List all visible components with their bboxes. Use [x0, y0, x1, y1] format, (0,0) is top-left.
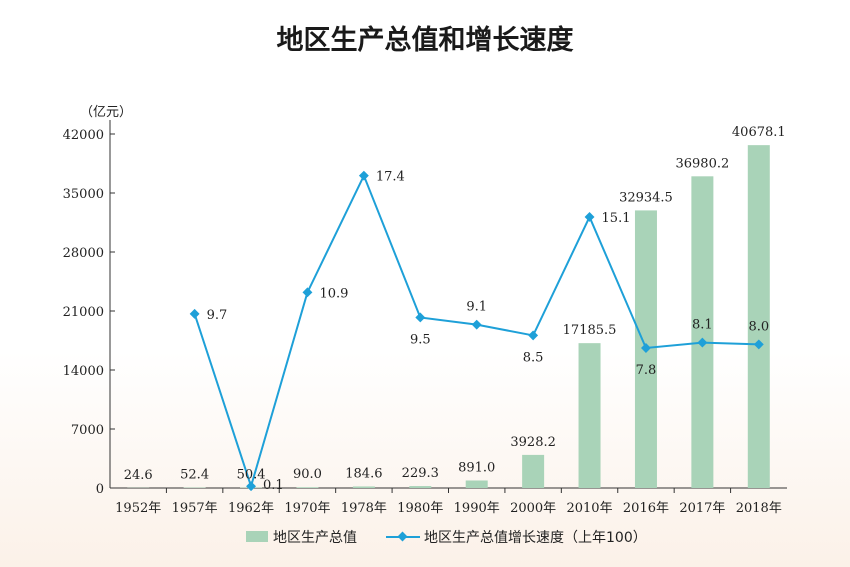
bar-value-label: 90.0 [293, 467, 322, 482]
legend-bar-label: 地区生产总值 [273, 530, 357, 546]
growth-value-label: 17.4 [376, 170, 405, 185]
legend: 地区生产总值 地区生产总值增长速度（上年100） [246, 530, 647, 546]
x-tick-label: 1952年 [115, 501, 161, 516]
growth-value-label: 9.7 [207, 308, 228, 323]
y-tick-label: 14000 [63, 364, 104, 379]
bar [522, 454, 545, 488]
bar-value-label: 32934.5 [619, 190, 673, 205]
bar-value-label: 24.6 [124, 468, 153, 483]
growth-point [697, 337, 708, 348]
growth-value-label: 7.8 [636, 363, 657, 378]
bar-value-label: 40678.1 [732, 125, 786, 140]
x-tick-label: 2018年 [736, 501, 782, 516]
x-tick-label: 2000年 [510, 501, 556, 516]
x-tick-label: 1990年 [454, 501, 500, 516]
bar [691, 176, 714, 488]
bar-value-label: 52.4 [180, 468, 209, 483]
y-tick-label: 21000 [63, 305, 104, 320]
growth-value-label: 9.5 [410, 332, 431, 347]
legend-line-label: 地区生产总值增长速度（上年100） [424, 530, 647, 546]
growth-point [753, 339, 764, 350]
growth-point [189, 308, 200, 319]
x-tick-label: 2010年 [566, 501, 612, 516]
bar [409, 486, 432, 488]
x-tick-label: 1962年 [228, 501, 274, 516]
bar-value-label: 3928.2 [510, 435, 556, 450]
growth-value-label: 15.1 [602, 211, 631, 226]
x-tick-label: 1978年 [341, 501, 387, 516]
growth-value-label: 9.1 [466, 300, 487, 315]
growth-point [246, 481, 256, 492]
bar-value-label: 184.6 [345, 466, 382, 481]
growth-point [528, 330, 539, 341]
bar [578, 343, 601, 488]
growth-value-label: 10.9 [319, 286, 348, 301]
growth-value-label: 8.5 [523, 350, 544, 365]
y-tick-label: 7000 [71, 423, 104, 438]
growth-value-label: 8.0 [748, 319, 769, 334]
growth-point [584, 212, 595, 222]
growth-point [358, 170, 369, 181]
legend-bar-swatch [246, 531, 268, 542]
bar-value-label: 229.3 [402, 466, 439, 481]
y-tick-label: 42000 [63, 128, 104, 143]
y-tick-label: 0 [96, 482, 104, 497]
x-tick-label: 1980年 [397, 501, 443, 516]
bar [352, 486, 375, 488]
growth-value-label: 8.1 [692, 318, 713, 333]
y-axis-unit: （亿元） [80, 105, 132, 120]
legend-line-marker [397, 531, 408, 542]
x-tick-label: 2017年 [679, 501, 725, 516]
growth-point [302, 287, 313, 298]
bar-value-label: 50.4 [237, 468, 266, 483]
growth-point [641, 343, 651, 353]
bar-value-label: 891.0 [458, 460, 495, 475]
axes: 0 7000 14000 21000 28000 35000 42000 1952年 1957年… [63, 120, 787, 516]
y-tick-label: 35000 [63, 187, 104, 202]
y-tick-label: 28000 [63, 246, 104, 261]
bar [465, 480, 488, 488]
bar-value-label: 36980.2 [675, 156, 729, 171]
x-tick-label: 1957年 [172, 501, 218, 516]
line-series [189, 170, 764, 492]
chart-title: 地区生产总值和增长速度 [277, 24, 574, 56]
bar-value-label: 17185.5 [563, 323, 617, 338]
bar [296, 487, 319, 488]
bar [747, 145, 770, 488]
growth-point [415, 312, 426, 323]
x-tick-label: 2016年 [623, 501, 669, 516]
growth-point [471, 319, 482, 330]
growth-value-label: 0.1 [263, 478, 284, 493]
data-labels: 24.6 52.4 50.4 90.0 184.6 229.3 891.0 3928.2 171… [124, 125, 786, 493]
growth-line [193, 173, 759, 490]
x-tick-label: 1970年 [284, 501, 330, 516]
